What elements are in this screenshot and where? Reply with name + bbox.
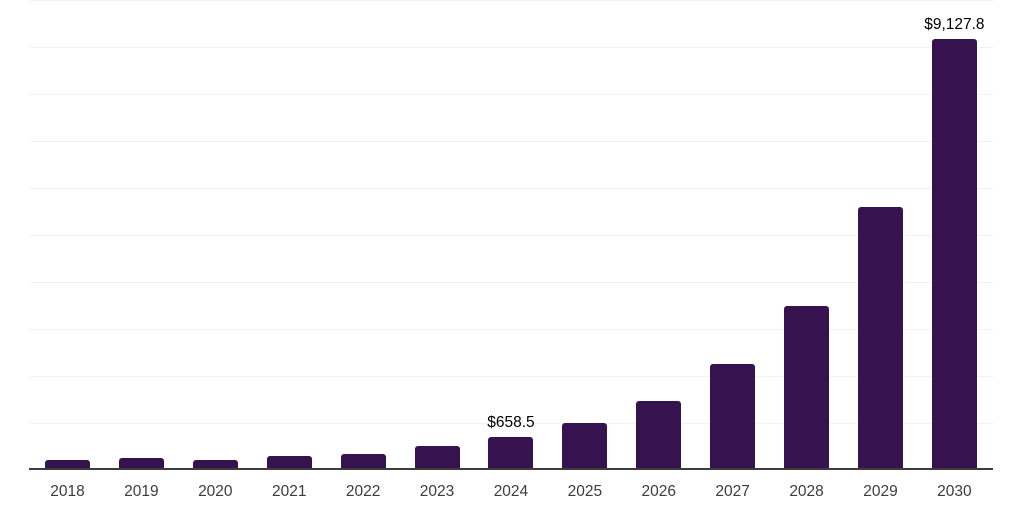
bar-2029 <box>857 207 903 468</box>
x-tick-label-2020: 2020 <box>198 483 233 500</box>
x-tick-label-2028: 2028 <box>789 483 824 500</box>
bar-slot-2026 <box>636 400 682 468</box>
bar-slot-2018 <box>45 460 90 468</box>
x-tick-label-2021: 2021 <box>271 483 307 500</box>
bar-2024 <box>488 437 534 468</box>
bars-row: $658.5 $9,127.8 <box>29 0 993 468</box>
bar-slot-2020 <box>192 459 238 468</box>
bar-slot-2023 <box>414 445 460 468</box>
bar-2021 <box>266 456 312 468</box>
bar-2027 <box>710 364 756 468</box>
x-tick-label-2030: 2030 <box>937 483 972 500</box>
x-tick-label-2018: 2018 <box>50 483 85 500</box>
bar-slot-2029 <box>857 207 903 468</box>
bar-value-label-2030: $9,127.8 <box>924 15 985 33</box>
bar-slot-2025 <box>562 422 608 468</box>
bar-2026 <box>636 400 682 468</box>
x-tick-label-2026: 2026 <box>641 483 676 500</box>
bar-slot-2027 <box>710 364 756 468</box>
x-tick-label-2025: 2025 <box>567 483 603 500</box>
bar-2028 <box>784 306 830 468</box>
x-tick-label-2022: 2022 <box>345 483 381 500</box>
bar-2030 <box>931 39 977 468</box>
x-tick-label-2027: 2027 <box>715 483 750 500</box>
x-tick-label-2024: 2024 <box>493 483 529 500</box>
chart-plot-area: $658.5 $9,127.8 <box>29 0 993 470</box>
bar-2019 <box>118 457 164 468</box>
bar-slot-2021 <box>266 456 312 468</box>
bar-2018 <box>45 460 90 468</box>
x-tick-label-2023: 2023 <box>419 483 455 500</box>
bar-slot-2024: $658.5 <box>487 415 535 468</box>
bar-slot-2030: $9,127.8 <box>924 16 985 468</box>
bar-2022 <box>340 453 386 468</box>
bar-2023 <box>414 445 460 468</box>
bar-2020 <box>192 459 238 468</box>
x-tick-label-2029: 2029 <box>863 483 898 500</box>
bar-slot-2022 <box>340 453 386 468</box>
bar-value-label-2024: $658.5 <box>487 413 535 431</box>
bar-slot-2019 <box>118 457 164 468</box>
x-tick-label-2019: 2019 <box>124 483 159 500</box>
x-axis: 2018 2019 2020 2021 2022 2023 2024 2025 2026 2027… <box>29 472 993 512</box>
bar-slot-2028 <box>784 306 830 468</box>
bar-2025 <box>562 422 608 468</box>
